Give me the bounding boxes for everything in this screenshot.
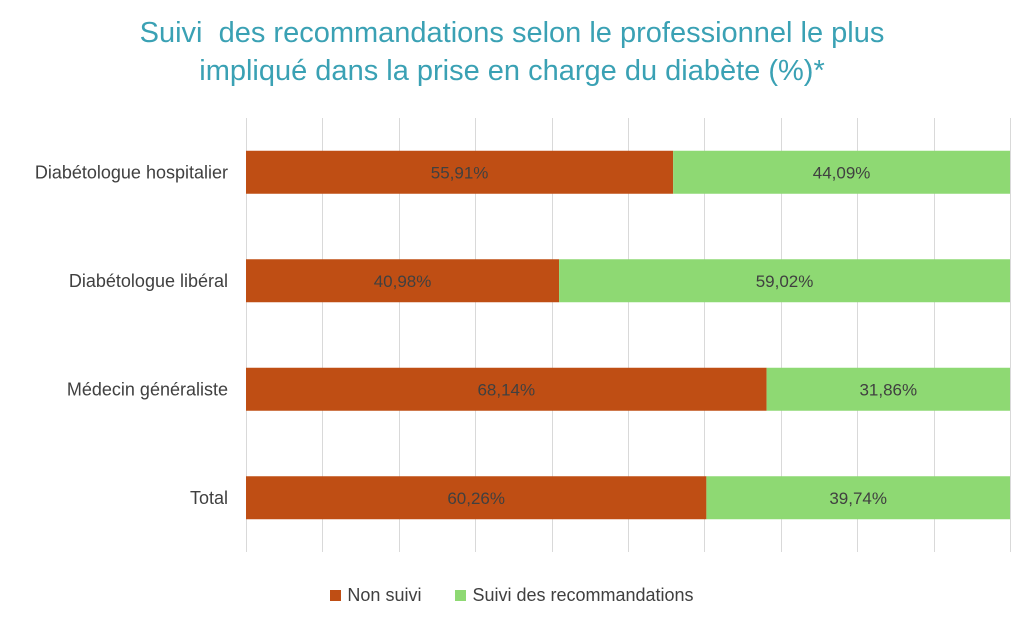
chart-legend: Non suivi Suivi des recommandations — [0, 585, 1024, 606]
data-label: 40,98% — [374, 272, 432, 291]
category-label: Diabétologue hospitalier — [35, 162, 228, 182]
legend-swatch-non-suivi — [330, 590, 342, 601]
category-label: Médecin généraliste — [67, 379, 228, 399]
data-label: 31,86% — [859, 380, 917, 399]
data-label: 59,02% — [756, 272, 814, 291]
bar-non-suivi — [246, 150, 674, 194]
bar-suivi — [673, 150, 1010, 194]
data-label: 55,91% — [431, 163, 489, 182]
legend-label-suivi: Suivi des recommandations — [472, 585, 694, 605]
bar-non-suivi — [246, 259, 560, 303]
bar-suivi — [766, 367, 1010, 411]
legend-item-suivi: Suivi des recommandations — [455, 585, 694, 606]
bar-suivi — [559, 259, 1010, 303]
chart-title-line-1: Suivi des recommandations selon le profe… — [139, 17, 885, 49]
chart-title-line-2: impliqué dans la prise en charge du diab… — [199, 55, 825, 87]
legend-swatch-suivi — [455, 590, 467, 601]
legend-label-non-suivi: Non suivi — [347, 585, 422, 605]
category-label: Total — [190, 488, 228, 508]
data-label: 39,74% — [829, 489, 887, 508]
bar-non-suivi — [246, 367, 767, 411]
chart-title: Suivi des recommandations selon le profe… — [0, 14, 1024, 90]
category-label: Diabétologue libéral — [69, 271, 228, 291]
data-label: 60,26% — [447, 489, 505, 508]
legend-item-non-suivi: Non suivi — [330, 585, 421, 606]
data-label: 68,14% — [477, 380, 535, 399]
bar-suivi — [706, 476, 1010, 520]
bar-non-suivi — [246, 476, 707, 520]
data-label: 44,09% — [813, 163, 871, 182]
